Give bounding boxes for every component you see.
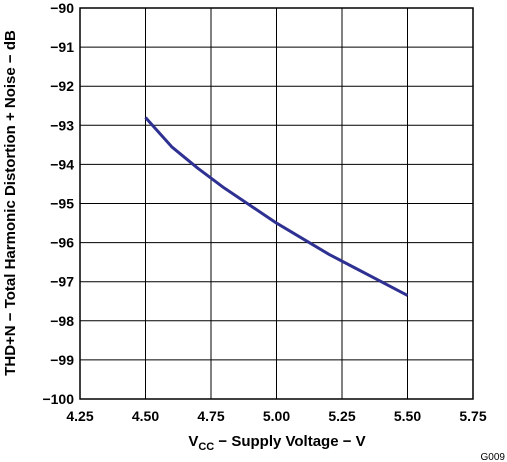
x-tick-label: 4.50 xyxy=(132,408,159,424)
x-axis-label: VCC − Supply Voltage − V xyxy=(188,433,365,453)
y-tick-label: −92 xyxy=(50,78,74,94)
x-tick-label: 4.75 xyxy=(197,408,224,424)
y-tick-label: −91 xyxy=(50,39,74,55)
y-tick-label: −99 xyxy=(50,352,74,368)
x-tick-label: 5.75 xyxy=(459,408,486,424)
x-tick-label: 4.25 xyxy=(66,408,93,424)
x-tick-labels: 4.25 4.50 4.75 5.00 5.25 5.50 5.75 xyxy=(66,408,486,424)
series-line xyxy=(144,116,409,297)
x-axis-label-rest: − Supply Voltage − V xyxy=(214,433,365,450)
y-tick-label: −98 xyxy=(50,313,74,329)
y-tick-label: −90 xyxy=(50,0,74,16)
series-layer xyxy=(144,116,409,297)
y-tick-labels: −90 −91 −92 −93 −94 −95 −96 −97 −98 −99 −100 xyxy=(42,0,74,407)
y-axis-label: THD+N − Total Harmonic Distortion + Nois… xyxy=(2,30,19,376)
y-tick-label: −96 xyxy=(50,235,74,251)
grid xyxy=(79,7,474,400)
figure-code: G009 xyxy=(481,452,506,462)
x-tick-label: 5.00 xyxy=(263,408,290,424)
y-tick-label: −97 xyxy=(50,274,74,290)
y-tick-label: −93 xyxy=(50,117,74,133)
x-tick-label: 5.50 xyxy=(394,408,421,424)
y-tick-label: −95 xyxy=(50,196,74,212)
x-tick-label: 5.25 xyxy=(328,408,355,424)
y-tick-label: −94 xyxy=(50,156,74,172)
y-tick-label: −100 xyxy=(42,391,74,407)
x-axis-label-subscript: CC xyxy=(198,441,214,453)
plot-frame xyxy=(79,7,474,400)
x-axis-label-main: V xyxy=(188,433,198,450)
